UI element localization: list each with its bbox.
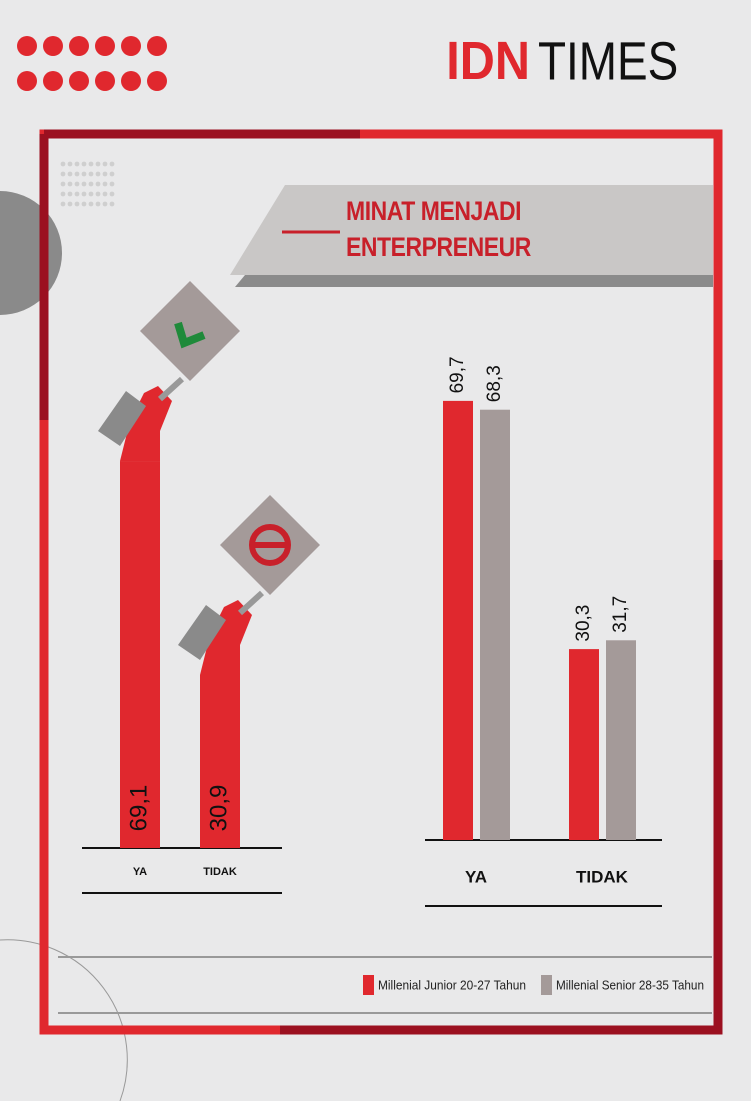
value-label: 68,3 xyxy=(484,365,505,402)
x-tick-label: TIDAK xyxy=(576,867,629,886)
value-label: 30,9 xyxy=(205,785,232,832)
decor-dot xyxy=(60,161,66,167)
logo-dot xyxy=(69,71,89,91)
x-tick-label: YA xyxy=(465,867,487,886)
title-banner xyxy=(230,185,713,275)
value-label: 31,7 xyxy=(610,596,631,633)
decor-dot xyxy=(109,201,115,207)
legend-label: Millenial Junior 20-27 Tahun xyxy=(378,978,526,992)
decor-dot xyxy=(102,161,108,167)
decor-dot xyxy=(60,171,66,177)
decor-dot xyxy=(81,191,87,197)
logo-dot xyxy=(95,36,115,56)
decor-dot xyxy=(74,181,80,187)
decor-dot xyxy=(81,181,87,187)
bar xyxy=(480,409,510,840)
x-tick-label: TIDAK xyxy=(203,866,237,878)
frame-accent xyxy=(39,129,723,1035)
decor-dot xyxy=(67,161,73,167)
decor-dot xyxy=(95,181,101,187)
decor-dot xyxy=(88,181,94,187)
sign-stick xyxy=(237,590,265,616)
brand-right: TIMES xyxy=(538,31,678,91)
decor-dot xyxy=(102,171,108,177)
logo-dot xyxy=(69,36,89,56)
decor-circle xyxy=(0,191,62,315)
decor-dot xyxy=(88,201,94,207)
logo-dot xyxy=(95,71,115,91)
sign xyxy=(140,281,240,382)
decor-dot xyxy=(81,171,87,177)
logo-dot xyxy=(147,36,167,56)
decor-dot xyxy=(60,181,66,187)
decor-dot xyxy=(95,201,101,207)
sign-stick xyxy=(157,376,185,402)
decor-dot xyxy=(109,181,115,187)
title-banner-shadow xyxy=(235,275,713,287)
decor-dot xyxy=(109,171,115,177)
decor-dot xyxy=(81,201,87,207)
decor-dot xyxy=(67,191,73,197)
decor-dot xyxy=(109,191,115,197)
decor-dot xyxy=(74,201,80,207)
hand xyxy=(120,386,172,462)
sleeve xyxy=(178,604,226,660)
logo-dot xyxy=(43,36,63,56)
decor-dot xyxy=(67,171,73,177)
decor-dot xyxy=(74,191,80,197)
logo-dot xyxy=(147,71,167,91)
logo-dot xyxy=(43,71,63,91)
decor-dot xyxy=(95,161,101,167)
logo-dot xyxy=(17,36,37,56)
decor-dot xyxy=(95,191,101,197)
bar xyxy=(606,640,636,840)
title: MINAT MENJADI ENTERPRENEUR xyxy=(346,196,531,262)
sleeve xyxy=(98,391,146,447)
decor-dot xyxy=(95,171,101,177)
hand xyxy=(200,599,252,675)
decor-dot xyxy=(67,181,73,187)
decor-dot xyxy=(60,201,66,207)
decor-dot xyxy=(109,161,115,167)
decor-dot xyxy=(88,171,94,177)
decor-dot xyxy=(60,191,66,197)
decor-dots xyxy=(60,161,115,207)
x-tick-label: YA xyxy=(133,866,147,878)
legend-label: Millenial Senior 28-35 Tahun xyxy=(556,978,704,992)
bar xyxy=(443,400,473,840)
value-label: 30,3 xyxy=(573,605,594,642)
logo-dot xyxy=(17,71,37,91)
decor-dot xyxy=(88,161,94,167)
legend-swatch xyxy=(363,975,374,995)
value-label: 69,7 xyxy=(447,356,468,393)
decor-dot xyxy=(102,181,108,187)
decor-dot xyxy=(74,171,80,177)
bar xyxy=(200,674,240,848)
decor-dot xyxy=(102,191,108,197)
logo-dots xyxy=(17,36,167,91)
bar xyxy=(569,649,599,840)
logo-dot xyxy=(121,71,141,91)
brand-left: IDN xyxy=(446,30,530,91)
decor-dot xyxy=(88,191,94,197)
bar xyxy=(120,461,160,848)
logo-dot xyxy=(121,36,141,56)
legend-swatch xyxy=(541,975,552,995)
decor-dot xyxy=(81,161,87,167)
value-label: 69,1 xyxy=(125,785,152,832)
decor-arc xyxy=(0,939,128,1101)
decor-dot xyxy=(102,201,108,207)
check-icon xyxy=(174,321,206,349)
decor-dot xyxy=(67,201,73,207)
decor-dot xyxy=(74,161,80,167)
